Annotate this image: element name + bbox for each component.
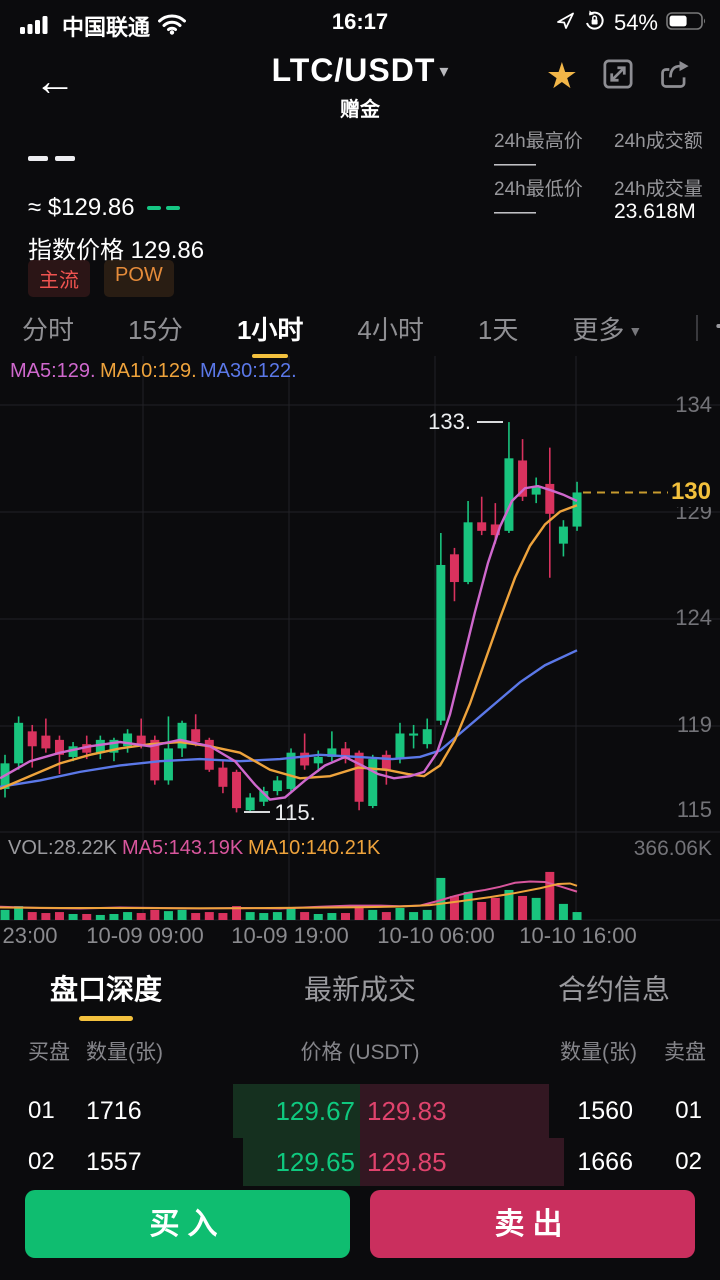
ask-price[interactable]: 129.83 bbox=[367, 1096, 447, 1126]
depth-tab-bar: 盘口深度 最新成交 合约信息 bbox=[0, 958, 720, 1018]
carrier-label: 中国联通 bbox=[62, 15, 151, 40]
interval-tab-1天[interactable]: 1天 bbox=[477, 314, 519, 345]
x-axis-label: 23:00 bbox=[2, 923, 58, 948]
favorite-star-icon[interactable]: ★ bbox=[545, 55, 578, 96]
x-axis-label: 10-09 19:00 bbox=[231, 923, 349, 948]
bid-qty: 1557 bbox=[86, 1148, 142, 1176]
volume-legend: MA5:143.19K bbox=[122, 837, 244, 859]
stat-value: —— bbox=[494, 152, 536, 175]
wifi-icon bbox=[158, 13, 187, 40]
depth-row[interactable]: 02 1557 129.65 129.85 1666 02 bbox=[0, 1138, 720, 1186]
ask-price[interactable]: 129.85 bbox=[367, 1147, 447, 1177]
location-arrow-icon bbox=[556, 11, 575, 35]
current-price-label: 130 bbox=[667, 477, 714, 508]
sell-button[interactable]: 卖出 bbox=[370, 1190, 695, 1258]
share-icon[interactable] bbox=[658, 58, 692, 95]
signal-strength-icon bbox=[20, 13, 54, 40]
price-ma-legend: MA10:129. bbox=[100, 360, 197, 382]
change-placeholder bbox=[146, 206, 180, 210]
bid-level-no: 01 bbox=[28, 1097, 55, 1124]
depth-tab-2[interactable]: 合约信息 bbox=[557, 974, 670, 1005]
ask-depth-bar bbox=[360, 1138, 564, 1186]
volume-axis-max-label: 366.06K bbox=[633, 837, 712, 860]
clock: 16:17 bbox=[331, 9, 389, 34]
stat-label: 24h成交量 bbox=[614, 179, 703, 200]
x-axis-label: 10-09 09:00 bbox=[86, 923, 204, 948]
orientation-lock-icon bbox=[583, 9, 606, 37]
candlestick-chart[interactable] bbox=[0, 356, 720, 950]
low-annotation-line bbox=[243, 811, 270, 814]
high-annotation-line bbox=[476, 421, 503, 424]
ask-depth-bar bbox=[360, 1084, 549, 1138]
battery-icon bbox=[666, 10, 708, 37]
interval-tab-4小时[interactable]: 4小时 bbox=[357, 314, 424, 345]
x-axis-label: 10-10 06:00 bbox=[377, 923, 495, 948]
header: ← LTC/USDT ▾ 赠金 ★ bbox=[0, 44, 720, 121]
depth-tab-1[interactable]: 最新成交 bbox=[303, 974, 416, 1005]
ticker-panel: ≈ $129.86 指数价格 129.86 主流 POW 24h最高价 —— 24h成… bbox=[0, 118, 720, 300]
y-axis-tick: 134 bbox=[675, 392, 712, 417]
col-header-ask-qty: 数量(张) bbox=[560, 1041, 637, 1064]
bid-qty: 1716 bbox=[86, 1097, 142, 1125]
interval-tab-15分[interactable]: 15分 bbox=[128, 314, 183, 345]
bid-depth-bar bbox=[233, 1084, 360, 1138]
interval-tab-more[interactable]: 更多 ▼ bbox=[572, 314, 643, 345]
bid-level-no: 02 bbox=[28, 1148, 55, 1175]
ask-qty: 1666 bbox=[577, 1148, 633, 1176]
y-axis-tick: 119 bbox=[676, 711, 712, 737]
stat-label: 24h成交额 bbox=[614, 131, 703, 152]
col-header-bid-qty: 数量(张) bbox=[86, 1041, 163, 1064]
stat-label: 24h最高价 bbox=[494, 131, 583, 152]
col-header-price: 价格 (USDT) bbox=[300, 1041, 420, 1064]
category-tag-1: POW bbox=[104, 260, 174, 297]
stat-label: 24h最低价 bbox=[494, 179, 583, 200]
chevron-down-icon: ▾ bbox=[439, 61, 449, 81]
battery-percent-label: 54% bbox=[613, 10, 658, 35]
page-title: LTC/USDT bbox=[271, 52, 436, 88]
chevron-down-icon: ▼ bbox=[628, 322, 643, 339]
back-button[interactable]: ← bbox=[34, 57, 76, 104]
ask-level-no: 02 bbox=[675, 1148, 702, 1175]
symbol-selector[interactable]: LTC/USDT ▾ bbox=[0, 52, 720, 89]
interval-tab-分时[interactable]: 分时 bbox=[22, 314, 75, 345]
col-header-bid-side: 买盘 bbox=[28, 1041, 70, 1064]
ask-level-no: 01 bbox=[675, 1097, 702, 1124]
high-annotation: 133. bbox=[428, 409, 471, 435]
stat-value: 23.618M bbox=[614, 200, 696, 223]
x-axis-label: 10-10 16:00 bbox=[519, 923, 637, 948]
buy-button[interactable]: 买入 bbox=[25, 1190, 350, 1258]
approx-usd-price: ≈ $129.86 bbox=[28, 194, 135, 221]
bid-price[interactable]: 129.65 bbox=[275, 1147, 355, 1177]
col-header-ask-side: 卖盘 bbox=[664, 1041, 706, 1064]
bid-depth-bar bbox=[243, 1138, 360, 1186]
interval-tab-1小时[interactable]: 1小时 bbox=[237, 310, 303, 347]
interval-tab-bar: 分时 15分 1小时 4小时 1天 更多 ▼ bbox=[0, 300, 720, 356]
bid-price[interactable]: 129.67 bbox=[275, 1096, 355, 1126]
category-tag-0: 主流 bbox=[28, 260, 90, 297]
depth-table-header: 买盘 数量(张) 价格 (USDT) 数量(张) 卖盘 bbox=[0, 1036, 720, 1064]
divider bbox=[696, 315, 699, 341]
index-price-row: 指数价格 129.86 bbox=[28, 237, 205, 264]
low-annotation: 115. bbox=[274, 800, 316, 826]
chart-settings-gear-icon[interactable] bbox=[714, 307, 720, 350]
status-bar: 中国联通 16:17 bbox=[0, 0, 720, 44]
price-ma-legend: MA5:129. bbox=[10, 360, 96, 382]
stat-value: —— bbox=[494, 200, 536, 223]
chart-panel: MA5:129. MA10:129. MA30:122. 134 129 124 119 11… bbox=[0, 356, 720, 950]
ask-qty: 1560 bbox=[577, 1097, 633, 1125]
depth-tab-0[interactable]: 盘口深度 bbox=[50, 968, 162, 1008]
depth-rows: 01 1716 129.67 129.83 1560 01 02 1557 129.65 129.… bbox=[0, 1084, 720, 1186]
price-ma-legend: MA30:122. bbox=[200, 360, 297, 382]
y-axis-tick: 124 bbox=[675, 605, 712, 631]
bonus-subtitle: 赠金 bbox=[340, 99, 380, 121]
fullscreen-chart-icon[interactable] bbox=[602, 58, 634, 95]
last-price-placeholder bbox=[28, 156, 75, 161]
y-axis-tick: 115 bbox=[676, 797, 712, 823]
volume-legend: VOL:28.22K bbox=[8, 837, 117, 859]
volume-legend: MA10:140.21K bbox=[248, 837, 381, 859]
depth-row[interactable]: 01 1716 129.67 129.83 1560 01 bbox=[0, 1084, 720, 1138]
